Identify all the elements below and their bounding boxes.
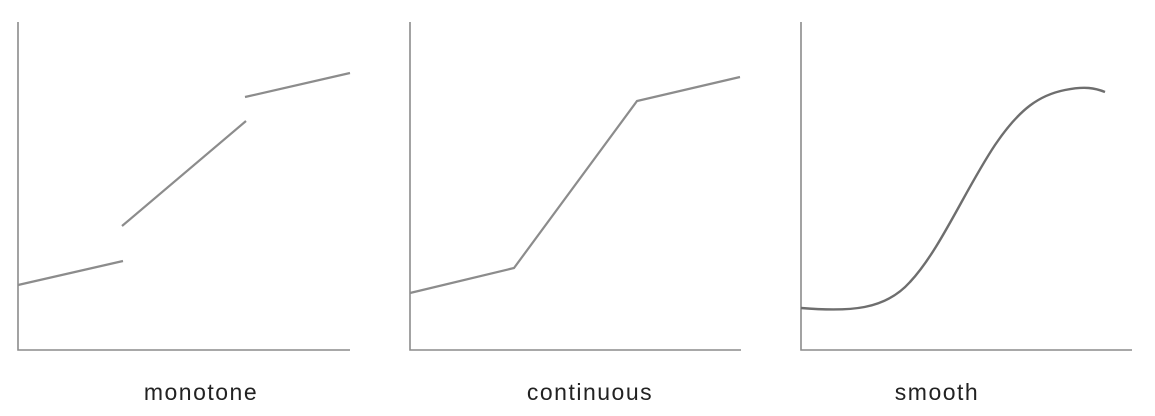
smooth-axes <box>800 22 1132 351</box>
monotone-segment-3 <box>244 71 351 99</box>
smooth-label: smooth <box>895 379 979 405</box>
monotone-segment-2 <box>121 120 247 227</box>
continuous-label: continuous <box>527 379 653 405</box>
smooth-curve <box>800 86 1106 311</box>
monotone-label: monotone <box>144 379 258 405</box>
monotone-segment-1 <box>17 259 124 287</box>
monotone-axes <box>17 22 350 351</box>
continuous-axes <box>409 22 741 351</box>
panel-smooth: smooth <box>800 22 1132 405</box>
panel-monotone: monotone <box>17 22 351 405</box>
continuous-line <box>409 75 741 295</box>
panel-continuous: continuous <box>409 22 741 405</box>
